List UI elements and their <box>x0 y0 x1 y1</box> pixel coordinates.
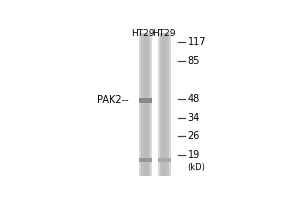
Bar <box>141 33 150 176</box>
Bar <box>158 158 171 162</box>
Text: 26: 26 <box>188 131 200 141</box>
Text: 85: 85 <box>188 56 200 66</box>
Bar <box>139 33 152 176</box>
Text: PAK2--: PAK2-- <box>97 95 128 105</box>
Text: 19: 19 <box>188 150 200 160</box>
Text: HT29: HT29 <box>152 29 176 38</box>
Text: HT29: HT29 <box>131 29 155 38</box>
Bar <box>158 33 171 176</box>
Text: (kD): (kD) <box>188 163 205 172</box>
Text: 34: 34 <box>188 113 200 123</box>
Bar <box>139 158 152 162</box>
Text: 48: 48 <box>188 94 200 104</box>
Bar <box>144 33 148 176</box>
Bar <box>139 98 152 103</box>
Bar <box>160 33 169 176</box>
Bar <box>162 33 166 176</box>
Text: 117: 117 <box>188 37 206 47</box>
